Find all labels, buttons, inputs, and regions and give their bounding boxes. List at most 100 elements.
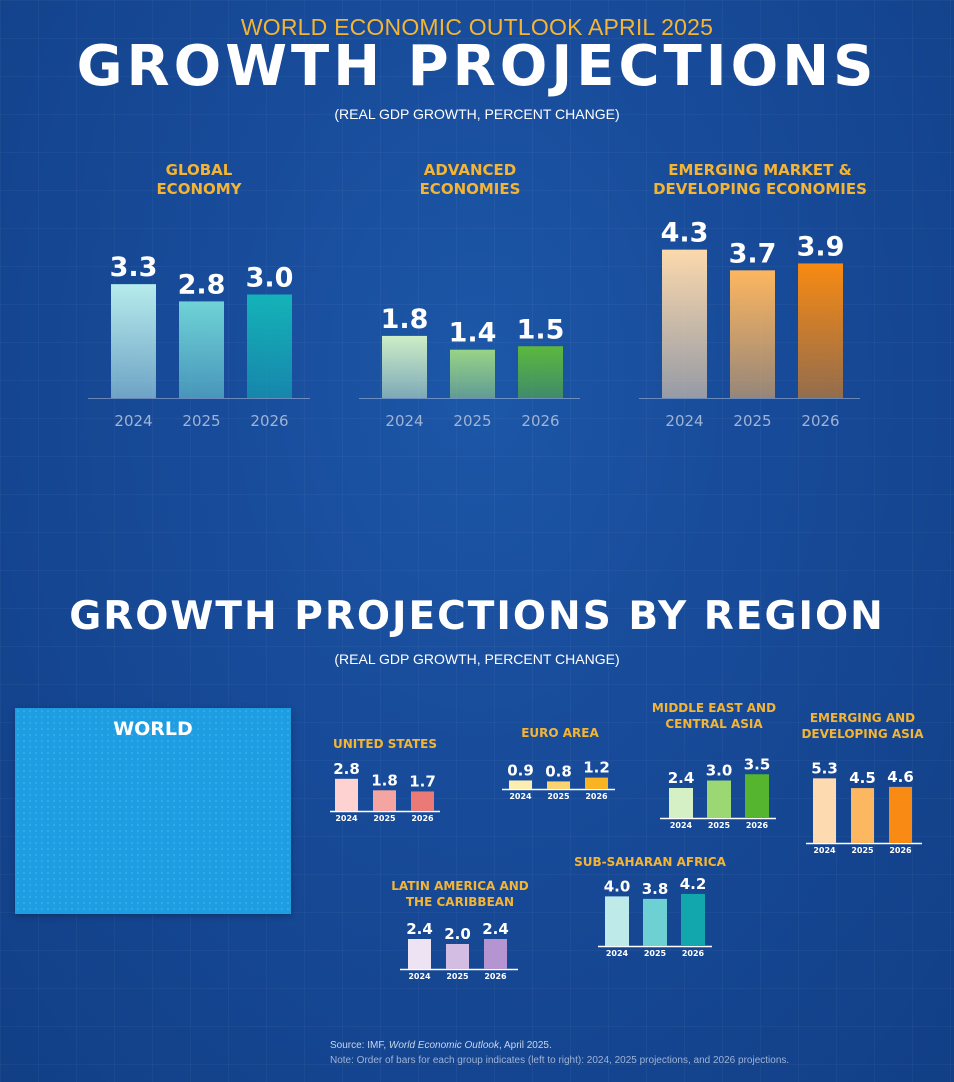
year-tick-label: 2024 [606,949,629,958]
panel-title-advanced: ADVANCED ECONOMIES [370,161,570,199]
bar-2025 [446,944,469,969]
data-label: 1.8 [371,771,398,789]
year-tick-label: 2026 [521,412,559,430]
bar-chart-group: 2.4 2024 3.0 2025 3.5 2026 [660,755,776,830]
data-label: 4.6 [887,768,914,786]
region-title-line: LATIN AMERICA AND [391,879,529,893]
year-tick-label: 2024 [335,814,358,823]
data-label: 2.8 [178,269,226,300]
bar-2024 [382,335,427,398]
year-tick-label: 2026 [585,792,608,801]
region-title-line: EURO AREA [521,726,599,740]
region-title-line: EMERGING AND [809,711,916,725]
panel-title-line: GLOBAL [165,161,233,179]
world-panel-title: WORLD [113,718,193,740]
year-tick-label: 2025 [373,814,396,823]
data-label: 2.4 [406,920,433,938]
bar-2024 [669,788,693,818]
bar-2024 [408,939,431,969]
data-label: 1.5 [517,314,565,345]
panel-title-line: ECONOMIES [419,180,521,198]
region-title-line: CENTRAL ASIA [665,717,763,731]
year-tick-label: 2025 [446,972,469,981]
bar-2026 [798,263,843,398]
data-label: 4.3 [661,218,709,249]
bar-chart-group: 0.9 2024 0.8 2025 1.2 2026 [502,759,615,801]
region-title-emerging-asia: EMERGING AND DEVELOPING ASIA [795,710,930,742]
year-tick-label: 2024 [665,412,703,430]
footnote: Note: Order of bars for each group indic… [330,1055,790,1066]
world-map-texture [15,708,291,914]
bar-2026 [585,777,608,789]
data-label: 2.8 [333,760,360,778]
data-label: 3.5 [744,755,771,773]
data-label: 3.3 [110,252,158,283]
bar-chart-group: 2.8 2024 1.8 2025 1.7 2026 [330,760,440,823]
year-tick-label: 2024 [670,821,693,830]
region-section-subtitle: (REAL GDP GROWTH, PERCENT CHANGE) [334,651,620,667]
panel-title-emerging: EMERGING MARKET & DEVELOPING ECONOMIES [620,161,900,199]
bar-2026 [681,893,705,946]
bar-2025 [730,270,775,398]
bar-2026 [411,791,434,811]
data-label: 1.7 [409,772,436,790]
data-label: 3.0 [246,263,294,294]
year-tick-label: 2025 [733,412,771,430]
region-title-middle-east: MIDDLE EAST AND CENTRAL ASIA [635,700,793,732]
bar-2024 [509,780,532,789]
year-tick-label: 2026 [682,949,705,958]
bar-2025 [179,301,224,398]
region-title-latin-america: LATIN AMERICA AND THE CARIBBEAN [375,878,545,910]
data-label: 2.4 [668,769,695,787]
report-kicker: WORLD ECONOMIC OUTLOOK APRIL 2025 [240,14,714,40]
bar-2025 [547,781,570,789]
year-tick-label: 2024 [385,412,423,430]
data-label: 3.8 [642,880,669,898]
region-title-line: SUB-SAHARAN AFRICA [574,855,726,869]
data-label: 2.4 [482,920,509,938]
bar-2025 [373,790,396,811]
bar-2026 [889,786,912,843]
source-suffix: , April 2025. [498,1040,552,1051]
year-tick-label: 2026 [746,821,769,830]
year-tick-label: 2025 [708,821,731,830]
bar-chart-group: 4.3 2024 3.7 2025 3.9 2026 [639,218,860,430]
panel-title-global: GLOBAL ECONOMY [104,161,294,199]
year-tick-label: 2025 [547,792,570,801]
source-prefix: Source: IMF, [330,1040,389,1051]
year-tick-label: 2026 [411,814,434,823]
year-tick-label: 2024 [408,972,431,981]
data-label: 1.8 [381,304,429,335]
data-label: 0.9 [507,761,534,779]
bar-2026 [518,346,563,398]
data-label: 3.9 [797,231,845,262]
bar-2025 [851,788,874,843]
data-label: 1.2 [583,759,610,777]
data-label: 4.5 [849,769,876,787]
region-title-euro-area: EURO AREA [495,725,625,741]
data-label: 2.0 [444,925,471,943]
data-label: 4.0 [604,877,631,895]
bar-chart-group: 1.8 2024 1.4 2025 1.5 2026 [359,304,580,430]
region-title-united-states: UNITED STATES [315,736,455,752]
bar-2025 [643,898,667,946]
source-note: Source: IMF, World Economic Outlook, Apr… [330,1040,552,1051]
bar-2026 [247,294,292,398]
bar-chart-group: 5.3 2024 4.5 2025 4.6 2026 [806,759,922,855]
panel-title-line: EMERGING MARKET & [668,161,852,179]
bar-2025 [450,349,495,398]
year-tick-label: 2025 [851,846,874,855]
data-label: 4.2 [680,875,707,893]
region-title-line: UNITED STATES [332,737,438,751]
panel-title-line: ECONOMY [156,180,242,198]
data-label: 3.0 [706,762,733,780]
year-tick-label: 2025 [453,412,491,430]
source-publication: World Economic Outlook [388,1040,499,1051]
bar-2024 [662,249,707,398]
bar-2024 [813,778,836,843]
bar-2026 [484,939,507,969]
data-label: 0.8 [545,762,572,780]
region-title-sub-saharan-africa: SUB-SAHARAN AFRICA [565,854,735,870]
bar-2025 [707,780,731,818]
